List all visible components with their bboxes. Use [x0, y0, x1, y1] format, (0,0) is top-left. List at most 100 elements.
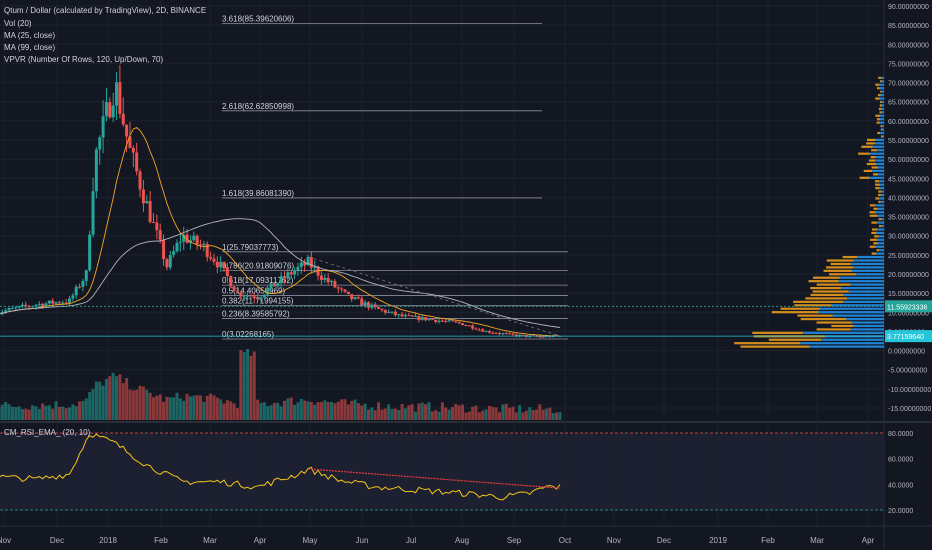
- volume-bar: [246, 348, 250, 420]
- volume-bar: [528, 407, 532, 420]
- volume-bar: [491, 406, 495, 420]
- vpvr-down-bar: [816, 328, 851, 331]
- volume-bar: [182, 400, 186, 420]
- vpvr-down-bar: [866, 142, 875, 145]
- vpvr-down-bar: [869, 245, 876, 248]
- vpvr-down-bar: [878, 200, 881, 204]
- volume-bar: [118, 374, 122, 420]
- candle-body: [20, 304, 24, 307]
- price-tick-label: 50.00000000: [888, 157, 929, 164]
- volume-bar: [158, 394, 162, 420]
- candle-body: [135, 152, 139, 172]
- vpvr-down-bar: [816, 283, 851, 286]
- volume-bar: [272, 402, 276, 420]
- volume-bar: [14, 407, 18, 420]
- volume-bar: [54, 401, 58, 420]
- volume-bar: [467, 411, 471, 420]
- candle-body: [346, 291, 350, 295]
- candle-body: [343, 289, 347, 292]
- candle-body: [125, 124, 129, 137]
- candle-body: [393, 311, 397, 316]
- vpvr-down-bar: [880, 80, 882, 83]
- volume-bar: [434, 410, 438, 420]
- volume-bar: [188, 396, 192, 420]
- candle-body: [511, 333, 515, 335]
- candle-body: [279, 276, 283, 284]
- volume-bar: [235, 408, 239, 420]
- candle-body: [303, 262, 307, 266]
- vpvr-up-bar: [881, 128, 884, 131]
- volume-bar: [293, 404, 297, 420]
- vpvr-up-bar: [818, 311, 884, 314]
- candle-body: [484, 331, 488, 333]
- volume-bar: [454, 404, 458, 420]
- fib-level-label: 2.618(62.62850998): [222, 102, 294, 111]
- volume-bar: [477, 412, 481, 420]
- volume-bar: [88, 392, 92, 420]
- candle-body: [330, 281, 334, 283]
- vpvr-up-bar: [869, 176, 884, 179]
- rsi-tick-label: 60.0000: [888, 457, 913, 464]
- vpvr-down-bar: [875, 197, 879, 200]
- volume-bar: [319, 401, 323, 420]
- candle-body: [370, 304, 374, 308]
- time-tick-label: Nov: [607, 536, 621, 545]
- fib-level-label: 0(3.02268165): [222, 330, 274, 339]
- vpvr-up-bar: [839, 276, 884, 279]
- vpvr-down-bar: [842, 255, 858, 259]
- vpvr-down-bar: [768, 338, 822, 341]
- vpvr-up-bar: [875, 138, 884, 141]
- vpvr-up-bar: [876, 162, 884, 166]
- vpvr-down-bar: [829, 273, 857, 276]
- vpvr-down-bar: [800, 317, 847, 321]
- volume-bar: [400, 403, 404, 420]
- fib-level-label: 1(25.79037773): [222, 243, 279, 252]
- candle-body: [249, 295, 253, 297]
- candle-body: [336, 287, 340, 289]
- vpvr-up-bar: [877, 149, 884, 152]
- candle-body: [414, 315, 418, 317]
- fib-level-label: 0.618(17.09311762): [222, 276, 294, 285]
- candle-body: [88, 234, 92, 271]
- volume-bar: [414, 411, 418, 420]
- volume-bar: [350, 400, 354, 420]
- vpvr-down-bar: [866, 162, 877, 166]
- candle-body: [115, 82, 119, 106]
- candle-body: [306, 257, 310, 266]
- volume-bar: [393, 408, 397, 420]
- candle-body: [326, 277, 330, 283]
- candle-body: [437, 320, 441, 322]
- volume-bar: [24, 408, 28, 420]
- vpvr-down-bar: [876, 121, 880, 124]
- candle-body: [293, 270, 297, 275]
- vpvr-down-bar: [734, 342, 801, 345]
- volume-bar: [115, 376, 119, 420]
- candle-body: [78, 286, 82, 288]
- price-tick-label: -5.00000000: [888, 368, 927, 375]
- vpvr-down-bar: [797, 314, 833, 317]
- vpvr-up-bar: [851, 321, 884, 324]
- candle-body: [24, 304, 28, 307]
- vpvr-up-bar: [880, 193, 884, 197]
- volume-bar: [518, 405, 522, 420]
- legend-rsi: CM_RSI_EMA_ (20, 10): [4, 428, 91, 437]
- volume-bar: [276, 402, 280, 420]
- rsi-tick-label: 20.0000: [888, 508, 913, 515]
- vpvr-up-bar: [879, 187, 884, 190]
- volume-bar: [366, 409, 370, 420]
- candle-body: [74, 286, 78, 296]
- volume-bar: [380, 409, 384, 420]
- time-tick-label: Jun: [356, 536, 369, 545]
- candle-body: [71, 295, 75, 299]
- volume-bar: [229, 401, 233, 420]
- volume-bar: [508, 407, 512, 420]
- price-tick-label: 40.00000000: [888, 195, 929, 202]
- volume-bar: [256, 399, 260, 420]
- rsi-trendline: [307, 468, 561, 489]
- candle-body: [350, 294, 354, 300]
- volume-bar: [313, 404, 317, 420]
- vpvr-down-bar: [879, 104, 883, 107]
- fib-level-label: 0.236(8.39585792): [222, 309, 290, 318]
- candle-body: [353, 297, 357, 300]
